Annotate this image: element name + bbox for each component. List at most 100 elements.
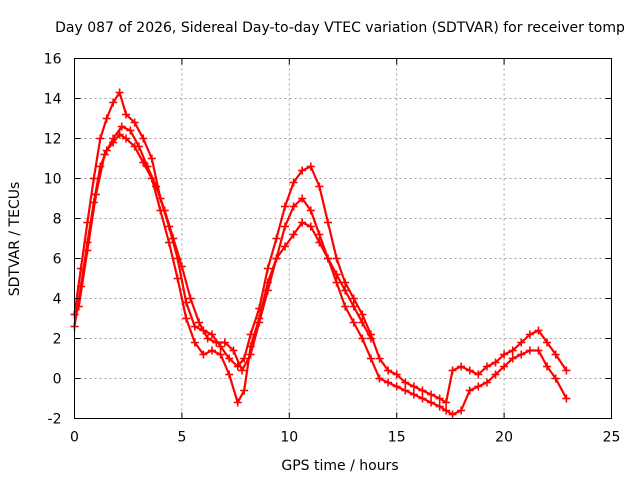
data-point <box>491 358 500 367</box>
data-point <box>263 286 272 295</box>
data-point <box>474 370 483 379</box>
data-point <box>508 354 517 363</box>
data-point <box>74 302 83 311</box>
data-point <box>165 238 174 247</box>
data-point <box>233 398 242 407</box>
data-point <box>427 390 436 399</box>
data-point <box>562 394 571 403</box>
data-point <box>263 264 272 273</box>
data-point <box>207 330 216 339</box>
data-point <box>332 270 341 279</box>
y-tick-label: 14 <box>44 92 62 108</box>
data-point <box>177 262 186 271</box>
data-point <box>332 278 341 287</box>
y-tick-label: 6 <box>53 252 62 268</box>
data-point <box>134 142 143 151</box>
data-point <box>323 254 332 263</box>
data-point <box>96 134 105 143</box>
chart-title: Day 087 of 2026, Sidereal Day-to-day VTE… <box>55 20 625 36</box>
data-point <box>491 370 500 379</box>
data-point <box>358 334 367 343</box>
data-point <box>409 382 418 391</box>
data-point <box>500 362 509 371</box>
y-tick-label: 2 <box>53 332 62 348</box>
x-tick-label: 20 <box>495 430 513 446</box>
data-point <box>289 230 298 239</box>
series-line-middle <box>77 125 372 372</box>
data-point <box>457 406 466 415</box>
data-point <box>109 98 118 107</box>
data-point <box>306 206 315 215</box>
data-point <box>409 390 418 399</box>
data-point <box>216 350 225 359</box>
data-layer <box>70 88 571 419</box>
data-point <box>500 350 509 359</box>
data-point <box>474 382 483 391</box>
data-point <box>418 386 427 395</box>
data-point <box>225 354 234 363</box>
data-point <box>255 318 264 327</box>
data-point <box>240 354 249 363</box>
axis-layer: 0 5 10 15 20 25 -2 0 2 4 6 8 10 12 14 16 <box>44 52 621 446</box>
data-point <box>562 366 571 375</box>
data-point <box>517 338 526 347</box>
x-tick-label: 15 <box>388 430 406 446</box>
data-point <box>238 366 247 375</box>
data-point <box>551 374 560 383</box>
data-point <box>341 286 350 295</box>
data-point <box>442 398 451 407</box>
data-point <box>525 346 534 355</box>
data-point <box>392 370 401 379</box>
data-point <box>401 378 410 387</box>
data-point <box>143 162 152 171</box>
data-point <box>281 202 290 211</box>
data-point <box>435 402 444 411</box>
data-point <box>427 398 436 407</box>
y-axis-label: SDTVAR / TECUs <box>7 182 23 297</box>
x-tick-label: 25 <box>603 430 621 446</box>
data-point <box>375 354 384 363</box>
data-point <box>240 386 249 395</box>
data-point <box>448 366 457 375</box>
data-point <box>102 114 111 123</box>
data-point <box>126 126 135 135</box>
data-point <box>160 206 169 215</box>
data-point <box>543 362 552 371</box>
data-point <box>298 166 307 175</box>
data-point <box>147 154 156 163</box>
data-point <box>323 218 332 227</box>
data-point <box>173 274 182 283</box>
data-point <box>482 378 491 387</box>
data-point <box>289 202 298 211</box>
data-point <box>448 410 457 419</box>
data-point <box>186 294 195 303</box>
data-point <box>195 318 204 327</box>
data-point <box>315 182 324 191</box>
data-point <box>543 338 552 347</box>
data-point <box>358 318 367 327</box>
data-point <box>442 406 451 415</box>
data-point <box>130 118 139 127</box>
data-point <box>525 330 534 339</box>
data-point <box>190 322 199 331</box>
data-point <box>289 178 298 187</box>
data-point <box>100 150 109 159</box>
y-tick-label: 4 <box>53 292 62 308</box>
x-tick-label: 10 <box>280 430 298 446</box>
grid-layer <box>74 58 612 419</box>
data-point <box>216 342 225 351</box>
data-point <box>246 350 255 359</box>
data-point <box>281 222 290 231</box>
data-point <box>358 310 367 319</box>
data-point <box>89 174 98 183</box>
data-point <box>332 254 341 263</box>
data-point <box>122 110 131 119</box>
data-point <box>229 346 238 355</box>
series-line-lower <box>73 133 568 416</box>
data-point <box>457 362 466 371</box>
data-point <box>534 346 543 355</box>
data-point <box>225 370 234 379</box>
data-point <box>306 222 315 231</box>
data-point <box>508 346 517 355</box>
